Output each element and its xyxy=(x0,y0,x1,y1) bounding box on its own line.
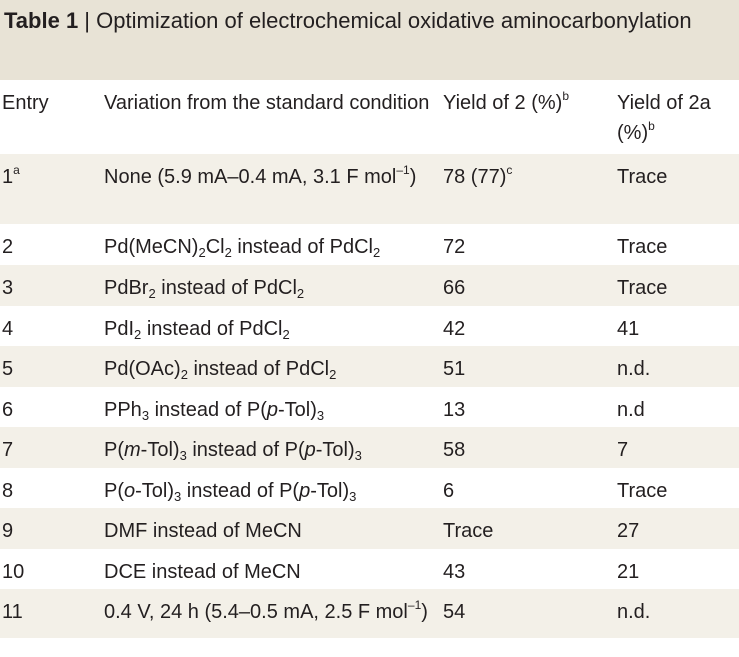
cell-yield-2-value: 42 xyxy=(443,318,466,340)
cell-yield-2-value: 43 xyxy=(443,561,466,583)
cell-yield-2-value: 58 xyxy=(443,439,466,461)
table-row: 9 DMF instead of MeCN Trace 27 xyxy=(0,508,739,549)
cell-entry: 4 xyxy=(2,314,13,344)
header-yield-2-text: Yield of 2 (%) xyxy=(443,92,563,114)
cell-variation: None (5.9 mA–0.4 mA, 3.1 F mol–1) xyxy=(104,163,417,188)
header-yield-2: Yield of 2 (%)b xyxy=(443,88,615,118)
cell-yield-2a: Trace xyxy=(617,480,668,502)
cell-yield-2-value: 72 xyxy=(443,236,466,258)
cell-variation: P(m-Tol)3 instead of P(p-Tol)3 xyxy=(104,439,362,463)
cell-yield-2-value: 66 xyxy=(443,277,466,299)
cell-yield-2: 72 xyxy=(443,232,615,262)
cell-entry-value: 9 xyxy=(2,520,14,542)
table-label: Table 1 xyxy=(4,8,79,33)
table-header-row: Entry Variation from the standard condit… xyxy=(0,80,739,154)
cell-variation: PdBr2 instead of PdCl2 xyxy=(104,277,305,301)
table-title-separator: | xyxy=(78,8,97,33)
cell-entry-value: 11 xyxy=(2,601,23,623)
cell-entry: 11 xyxy=(2,597,23,627)
table-body: 1a None (5.9 mA–0.4 mA, 3.1 F mol–1) 78 (7… xyxy=(0,154,739,638)
cell-yield-2a: n.d xyxy=(617,399,645,421)
cell-entry-note: a xyxy=(13,163,20,177)
cell-variation: P(o-Tol)3 instead of P(p-Tol)3 xyxy=(104,480,357,504)
table-row: 5 Pd(OAc)2 instead of PdCl2 51 n.d. xyxy=(0,346,739,387)
header-yield-2a-text: Yield of 2a (%) xyxy=(617,92,711,144)
cell-yield-2a: Trace xyxy=(617,277,668,299)
table-row: 3 PdBr2 instead of PdCl2 66 Trace xyxy=(0,265,739,306)
cell-yield-2: 58 xyxy=(443,435,615,465)
cell-yield-2a: n.d. xyxy=(617,358,651,380)
cell-entry-value: 5 xyxy=(2,358,14,380)
cell-yield-2-value: 78 (77) xyxy=(443,166,507,188)
cell-yield-2-value: 51 xyxy=(443,358,466,380)
cell-entry-value: 10 xyxy=(2,561,25,583)
header-yield-2a: Yield of 2a (%)b xyxy=(617,88,737,148)
cell-yield-2: 54 xyxy=(443,597,615,627)
cell-entry: 3 xyxy=(2,273,13,303)
cell-yield-2a: Trace xyxy=(617,236,668,258)
cell-yield-2: 43 xyxy=(443,557,615,587)
cell-variation: Pd(MeCN)2Cl2 instead of PdCl2 xyxy=(104,236,381,260)
table-row: 4 PdI2 instead of PdCl2 42 41 xyxy=(0,306,739,346)
cell-variation: 0.4 V, 24 h (5.4–0.5 mA, 2.5 F mol–1) xyxy=(104,598,428,623)
table-row: 11 0.4 V, 24 h (5.4–0.5 mA, 2.5 F mol–1) 5… xyxy=(0,589,739,638)
cell-entry-value: 3 xyxy=(2,277,14,299)
cell-yield-2a: 27 xyxy=(617,520,640,542)
table-row: 8 P(o-Tol)3 instead of P(p-Tol)3 6 Trace xyxy=(0,468,739,508)
cell-yield-2-note: c xyxy=(506,163,513,177)
cell-entry: 10 xyxy=(2,557,24,587)
cell-yield-2: 13 xyxy=(443,395,615,425)
cell-variation: DMF instead of MeCN xyxy=(104,520,302,542)
cell-entry: 5 xyxy=(2,354,13,384)
cell-entry-value: 1 xyxy=(2,166,14,188)
cell-yield-2a: 41 xyxy=(617,318,640,340)
header-yield-2-note: b xyxy=(562,89,569,103)
cell-variation: PdI2 instead of PdCl2 xyxy=(104,318,290,342)
cell-entry-value: 7 xyxy=(2,439,14,461)
header-yield-2a-note: b xyxy=(648,119,655,133)
cell-yield-2: 42 xyxy=(443,314,615,344)
cell-yield-2-value: 54 xyxy=(443,601,466,623)
cell-variation: PPh3 instead of P(p-Tol)3 xyxy=(104,399,325,423)
table-title: Table 1 | Optimization of electrochemica… xyxy=(0,0,739,80)
table-row: 7 P(m-Tol)3 instead of P(p-Tol)3 58 7 xyxy=(0,427,739,468)
table-row: 10 DCE instead of MeCN 43 21 xyxy=(0,549,739,589)
cell-variation: Pd(OAc)2 instead of PdCl2 xyxy=(104,358,337,382)
cell-entry: 2 xyxy=(2,232,13,262)
table-title-text: Optimization of electrochemical oxidativ… xyxy=(96,8,692,33)
cell-yield-2a: n.d. xyxy=(617,601,651,623)
cell-entry: 6 xyxy=(2,395,13,425)
cell-yield-2-value: 6 xyxy=(443,480,455,502)
cell-yield-2-value: Trace xyxy=(443,520,494,542)
cell-yield-2: 6 xyxy=(443,476,615,506)
cell-yield-2: 51 xyxy=(443,354,615,384)
header-variation: Variation from the standard condition xyxy=(104,92,430,114)
cell-yield-2: Trace xyxy=(443,516,615,546)
cell-yield-2: 66 xyxy=(443,273,615,303)
cell-yield-2a: Trace xyxy=(617,166,668,188)
cell-entry-value: 8 xyxy=(2,480,14,502)
table-row: 1a None (5.9 mA–0.4 mA, 3.1 F mol–1) 78 (7… xyxy=(0,154,739,224)
table-row: 2 Pd(MeCN)2Cl2 instead of PdCl2 72 Trace xyxy=(0,224,739,265)
cell-entry: 9 xyxy=(2,516,13,546)
cell-entry: 8 xyxy=(2,476,13,506)
cell-yield-2a: 21 xyxy=(617,561,640,583)
cell-yield-2a: 7 xyxy=(617,439,629,461)
header-entry: Entry xyxy=(2,92,49,114)
cell-entry: 1a xyxy=(2,162,20,192)
cell-entry-value: 2 xyxy=(2,236,14,258)
cell-entry-value: 6 xyxy=(2,399,14,421)
table-row: 6 PPh3 instead of P(p-Tol)3 13 n.d xyxy=(0,387,739,427)
cell-yield-2: 78 (77)c xyxy=(443,162,615,192)
cell-entry-value: 4 xyxy=(2,318,14,340)
cell-yield-2-value: 13 xyxy=(443,399,466,421)
cell-entry: 7 xyxy=(2,435,13,465)
cell-variation: DCE instead of MeCN xyxy=(104,561,301,583)
